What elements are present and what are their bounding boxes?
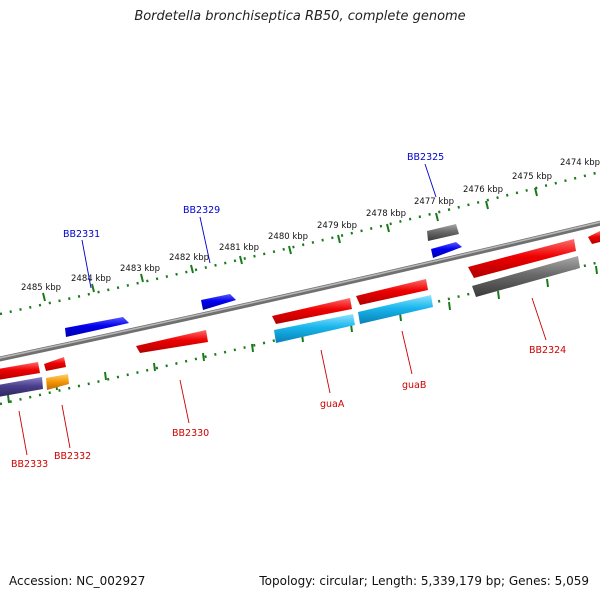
leader-bb2329 [199,216,211,264]
leader-bb2330 [179,379,190,424]
gene-arrow-red-left[interactable] [0,362,40,380]
ruler-label: 2476 kbp [463,185,503,195]
gene-label-guaB: guaB [402,380,426,391]
forward-ruler [0,170,600,316]
gene-arrow-bb2332[interactable] [44,357,66,371]
leader-bb2331 [81,239,92,289]
gene-label-bb2333: BB2333 [11,459,48,470]
gene-label-bb2331: BB2331 [63,229,100,240]
gene-label-guaA: guaA [320,399,345,410]
gene-arrow-bb2330[interactable] [136,330,208,353]
gene-label-bb2330: BB2330 [172,428,209,439]
gene-arrow-bb2324[interactable] [468,239,576,278]
genome-stats-text: Topology: circular; Length: 5,339,179 bp… [259,574,589,588]
leader-bb2325 [424,163,437,198]
forward-major-ticks [42,187,538,302]
ruler-label: 2475 kbp [512,172,552,182]
ruler-label: 2478 kbp [366,209,406,219]
ruler-label: 2474 kbp [560,158,600,168]
gene-arrow-guaB-cyan[interactable] [358,295,433,324]
gene-arrow-bb2331[interactable] [65,317,129,337]
leader-bb2332 [61,404,71,449]
gene-label-bb2329: BB2329 [183,205,220,216]
genome-backbone-highlight [0,221,600,359]
leader-guaA [320,349,331,394]
forward-gene-labels: BB2325 BB2329 BB2331 [63,152,444,240]
ruler-label: 2483 kbp [120,264,160,274]
leader-lines [18,163,547,456]
gene-arrow-purple-left[interactable] [0,377,43,397]
ruler-label: 2477 kbp [414,197,454,207]
gene-arrow-guaA-cyan[interactable] [274,314,355,343]
gene-arrow-red-right[interactable] [588,231,600,244]
gene-arrow-bb2329[interactable] [201,294,236,310]
gene-label-bb2325: BB2325 [407,152,444,163]
reverse-genes [0,231,600,397]
ruler-labels: 2474 kbp 2475 kbp 2476 kbp 2477 kbp 2478… [21,158,600,293]
ruler-label: 2481 kbp [219,243,259,253]
gene-label-bb2324: BB2324 [529,345,566,356]
accession-text: Accession: NC_002927 [9,574,146,588]
gene-arrow-bb2325[interactable] [431,242,462,258]
ruler-label: 2484 kbp [71,274,111,284]
gene-arrow-guaB[interactable] [356,279,428,305]
ruler-label: 2482 kbp [169,253,209,263]
forward-genes [65,224,462,337]
reverse-gene-labels: BB2324 guaB guaA BB2330 BB2332 BB2333 [11,345,566,470]
gene-arrow-gray-lower[interactable] [472,256,580,297]
ruler-label: 2480 kbp [268,232,308,242]
gene-arrow-orange[interactable] [46,374,69,390]
gene-label-bb2332: BB2332 [54,451,91,462]
leader-bb2333 [18,410,28,456]
genome-backbone [0,220,600,362]
gene-arrow-gray-upper[interactable] [427,224,459,241]
ruler-label: 2479 kbp [317,221,357,231]
gene-arrow-guaA[interactable] [272,298,352,324]
map-title: Bordetella bronchiseptica RB50, complete… [134,9,466,24]
leader-guaB [401,330,413,375]
leader-bb2324 [531,297,547,341]
ruler-label: 2485 kbp [21,283,61,293]
